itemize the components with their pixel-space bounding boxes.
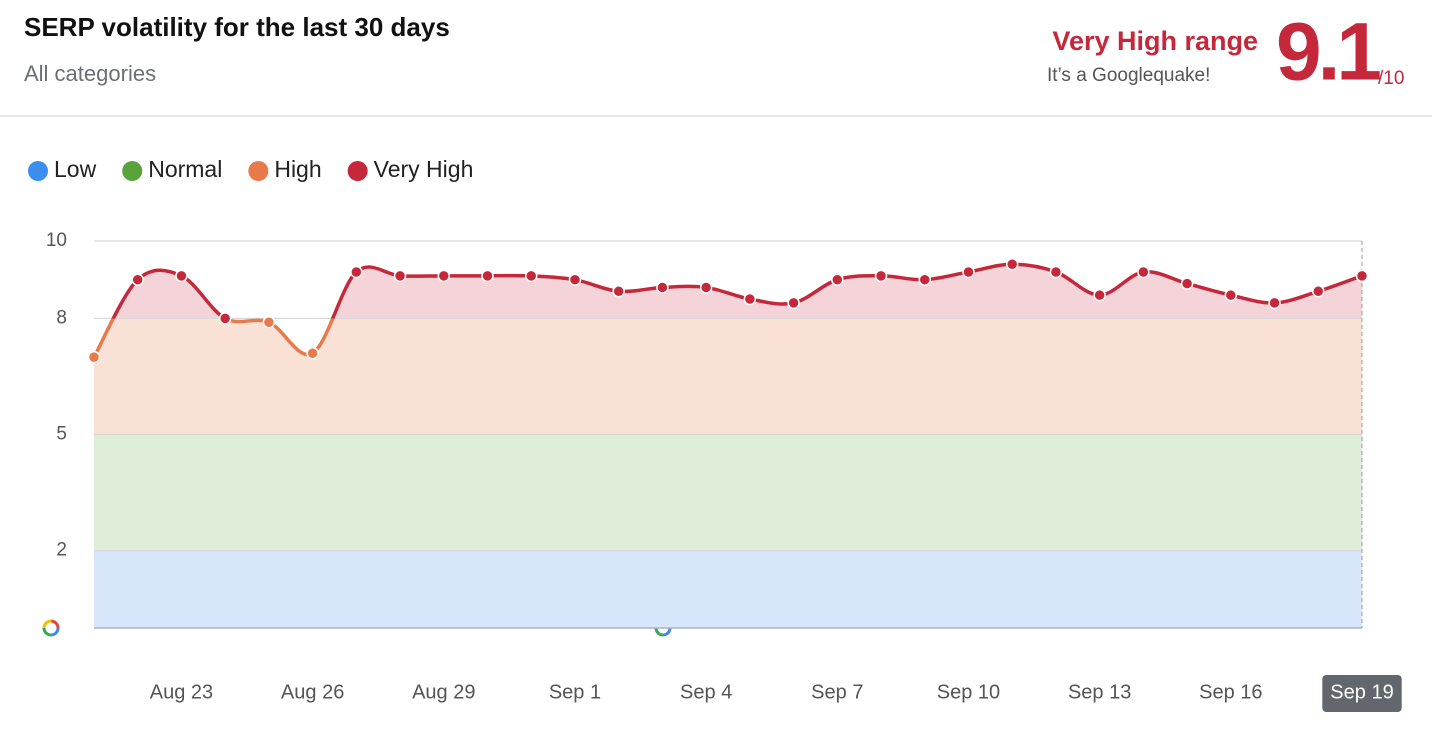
- point: [262, 316, 276, 329]
- band-area: [94, 550, 1362, 628]
- point: [87, 350, 101, 364]
- google-update-icon: [42, 619, 60, 637]
- point: [1180, 277, 1194, 290]
- y-tick-label: 5: [56, 424, 67, 445]
- y-tick-label: 10: [46, 230, 67, 251]
- point: [350, 265, 363, 279]
- point: [1355, 269, 1369, 283]
- point: [612, 285, 625, 298]
- point: [787, 296, 800, 310]
- x-tick-label: Sep 7: [811, 681, 863, 703]
- x-tick-label: Sep 10: [937, 681, 1000, 703]
- point: [699, 281, 713, 294]
- point: [175, 269, 188, 283]
- legend-marker: [347, 161, 368, 181]
- point: [918, 273, 932, 286]
- x-tick-label: Sep 1: [549, 681, 601, 703]
- point: [481, 269, 494, 283]
- band-area: [94, 434, 1362, 551]
- point: [1137, 265, 1150, 279]
- point: [393, 269, 407, 283]
- y-tick-label: 8: [56, 307, 67, 328]
- x-tick-label: Sep 16: [1199, 681, 1262, 703]
- chart-title: SERP volatility for the last 30 days: [24, 12, 450, 42]
- point: [1312, 285, 1325, 298]
- x-tick-label: Sep 19: [1330, 681, 1393, 703]
- legend-marker: [28, 161, 48, 181]
- point: [1268, 296, 1281, 310]
- legend-marker: [248, 161, 269, 181]
- point: [656, 281, 669, 294]
- point: [743, 292, 757, 306]
- range-label: Very High range: [1052, 26, 1258, 56]
- legend-label: Very High: [374, 156, 474, 182]
- subtitle: All categories: [24, 61, 156, 86]
- x-tick-label: Sep 4: [680, 681, 732, 703]
- legend-label: High: [274, 156, 321, 182]
- point: [524, 269, 538, 283]
- point: [1224, 288, 1238, 302]
- x-tick-label: Aug 23: [150, 681, 213, 703]
- score-max: /10: [1378, 68, 1404, 89]
- point: [831, 273, 844, 286]
- y-tick-label: 2: [56, 540, 67, 561]
- score: 9.1: [1276, 7, 1380, 98]
- point: [568, 273, 582, 286]
- x-tick-label: Sep 13: [1068, 681, 1131, 703]
- range-note: It’s a Googlequake!: [1047, 65, 1210, 86]
- point: [1049, 265, 1063, 279]
- legend-label: Normal: [148, 156, 222, 182]
- legend-label: Low: [54, 156, 97, 182]
- point: [1093, 288, 1106, 302]
- x-tick-label: Aug 29: [412, 681, 475, 703]
- x-tick-highlight: [1322, 675, 1402, 712]
- x-tick-label: Aug 26: [281, 681, 344, 703]
- point: [874, 269, 888, 283]
- point: [306, 346, 319, 360]
- legend-marker: [122, 161, 143, 181]
- point: [131, 273, 144, 286]
- point: [437, 269, 451, 283]
- point: [218, 312, 232, 325]
- point: [962, 265, 975, 279]
- point: [1005, 257, 1019, 271]
